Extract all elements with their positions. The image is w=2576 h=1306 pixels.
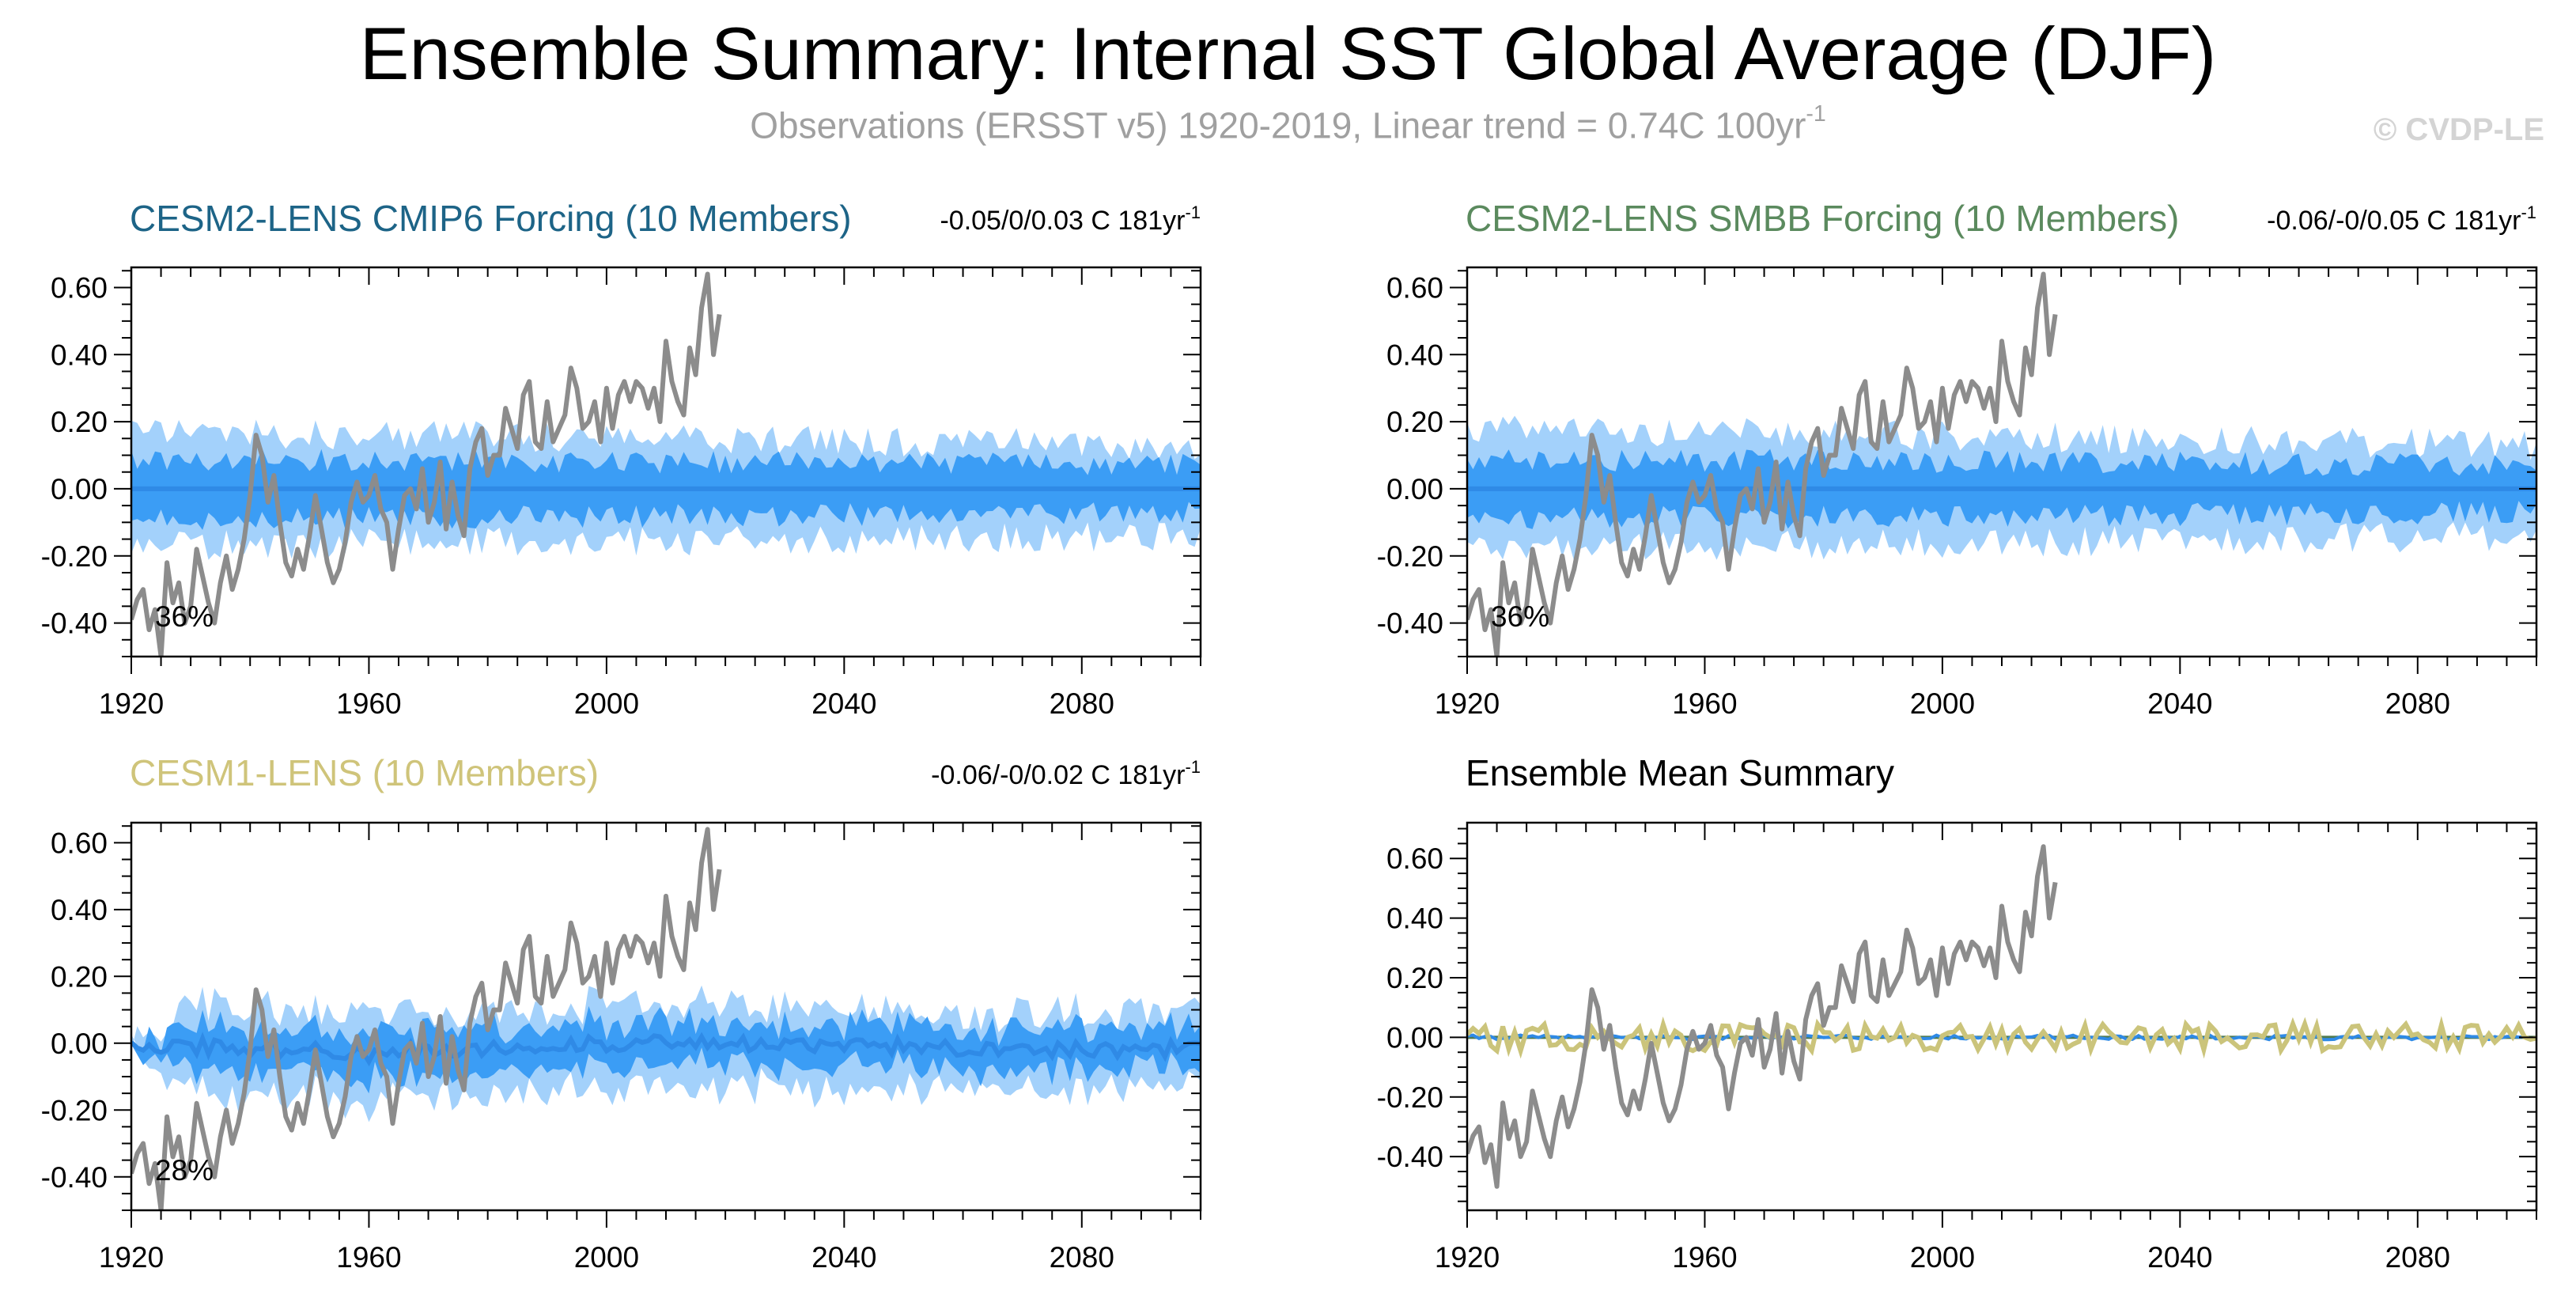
trend-text: -0.06/-0/0.02 C 181yr bbox=[931, 760, 1185, 790]
watermark: © CVDP-LE bbox=[2373, 112, 2544, 147]
x-tick-label: 1960 bbox=[1672, 687, 1737, 720]
panel-trend: -0.06/-0/0.05 C 181yr-1 bbox=[2267, 203, 2536, 236]
trend-exponent: -1 bbox=[1185, 203, 1201, 222]
y-tick-label: -0.20 bbox=[41, 1094, 108, 1126]
y-tick-label: 0.20 bbox=[1386, 962, 1443, 994]
y-tick-label: -0.40 bbox=[1377, 1141, 1443, 1173]
ensemble-mean-line bbox=[131, 1032, 1201, 1067]
figure-subtitle: Observations (ERSST v5) 1920-2019, Linea… bbox=[0, 101, 2576, 146]
x-tick-label: 2040 bbox=[2147, 1241, 2212, 1274]
panel-title: CESM1-LENS (10 Members) bbox=[130, 752, 599, 793]
subtitle-exponent: -1 bbox=[1806, 101, 1826, 127]
cesm1-mean-line bbox=[1467, 1016, 2536, 1059]
panel-trend: -0.05/0/0.03 C 181yr-1 bbox=[940, 203, 1201, 236]
y-tick-label: -0.20 bbox=[1377, 1081, 1443, 1114]
y-tick-label: 0.40 bbox=[51, 894, 108, 926]
x-tick-label: 2080 bbox=[1050, 687, 1114, 720]
percent-label: 36% bbox=[155, 600, 214, 633]
y-tick-label: -0.20 bbox=[1377, 540, 1443, 573]
y-tick-label: 0.60 bbox=[1386, 842, 1443, 875]
x-tick-label: 1920 bbox=[99, 687, 164, 720]
cmip6-mean-line bbox=[1467, 1033, 2536, 1042]
y-tick-label: -0.40 bbox=[1377, 608, 1443, 640]
trend-text: -0.05/0/0.03 C 181yr bbox=[940, 206, 1185, 236]
trend-text: -0.06/-0/0.05 C 181yr bbox=[2267, 206, 2521, 236]
panel-title: Ensemble Mean Summary bbox=[1466, 752, 1894, 793]
y-tick-label: 0.20 bbox=[51, 406, 108, 438]
y-tick-label: 0.60 bbox=[51, 827, 108, 859]
x-tick-label: 2000 bbox=[1910, 687, 1975, 720]
y-tick-label: 0.60 bbox=[51, 271, 108, 304]
percent-label: 28% bbox=[155, 1154, 214, 1187]
x-tick-label: 1960 bbox=[1672, 1241, 1737, 1274]
trend-exponent: -1 bbox=[2521, 203, 2536, 222]
y-tick-label: 0.40 bbox=[1386, 903, 1443, 935]
x-tick-label: 1960 bbox=[336, 687, 401, 720]
chart-panel-ensemble-mean-summary: 1920 1960 2000 2040 2080 0.60 0.40 0.20 0.00 -0.2… bbox=[1377, 752, 2538, 1274]
x-tick-label: 2000 bbox=[574, 687, 639, 720]
y-tick-label: -0.20 bbox=[41, 540, 108, 573]
y-tick-label: -0.40 bbox=[41, 608, 108, 640]
subtitle-text: Observations (ERSST v5) 1920-2019, Linea… bbox=[750, 104, 1806, 146]
y-tick-label: 0.00 bbox=[51, 1028, 108, 1060]
x-tick-label: 2040 bbox=[811, 687, 876, 720]
x-tick-label: 2080 bbox=[2385, 1241, 2450, 1274]
chart-panel-cesm2-smbb: 1920 1960 2000 2040 2080 0.60 0.40 0.20 0.00 -0.2… bbox=[1377, 198, 2538, 720]
panel-title: CESM2-LENS SMBB Forcing (10 Members) bbox=[1466, 198, 2179, 239]
observations-line bbox=[1467, 271, 2058, 657]
y-tick-label: 0.40 bbox=[51, 339, 108, 371]
x-tick-label: 2040 bbox=[2147, 687, 2212, 720]
figure-title: Ensemble Summary: Internal SST Global Av… bbox=[359, 12, 2217, 95]
chart-panel-cesm1: 1920 1960 2000 2040 2080 0.60 0.40 0.20 0.00 -0.2… bbox=[41, 752, 1202, 1274]
y-tick-label: 0.20 bbox=[1386, 406, 1443, 438]
x-tick-label: 1920 bbox=[1435, 687, 1500, 720]
observations-line bbox=[131, 271, 722, 657]
x-tick-label: 2000 bbox=[574, 1241, 639, 1274]
plot-frame bbox=[1466, 821, 2538, 1212]
plot-area bbox=[131, 271, 1201, 657]
x-tick-label: 2040 bbox=[811, 1241, 876, 1274]
y-tick-label: 0.40 bbox=[1386, 339, 1443, 371]
y-tick-label: 0.00 bbox=[1386, 1021, 1443, 1054]
observations-line bbox=[131, 827, 722, 1210]
trend-exponent: -1 bbox=[1185, 757, 1201, 777]
x-tick-label: 1960 bbox=[336, 1241, 401, 1274]
x-tick-label: 1920 bbox=[1435, 1241, 1500, 1274]
y-tick-label: -0.40 bbox=[41, 1161, 108, 1194]
plot-area bbox=[131, 827, 1201, 1210]
plot-area bbox=[1467, 271, 2536, 657]
x-tick-label: 2080 bbox=[2385, 687, 2450, 720]
panel-title: CESM2-LENS CMIP6 Forcing (10 Members) bbox=[130, 198, 852, 239]
y-tick-label: 0.60 bbox=[1386, 271, 1443, 304]
chart-panel-cesm2-cmip6: 1920 1960 2000 2040 2080 0.60 0.40 0.20 0.00 -0.2… bbox=[41, 198, 1202, 720]
observations-line bbox=[1467, 844, 2058, 1189]
x-tick-label: 2080 bbox=[1050, 1241, 1114, 1274]
plot-area bbox=[1467, 844, 2536, 1189]
x-tick-label: 2000 bbox=[1910, 1241, 1975, 1274]
x-tick-label: 1920 bbox=[99, 1241, 164, 1274]
y-tick-label: 0.20 bbox=[51, 960, 108, 993]
y-tick-label: 0.00 bbox=[51, 473, 108, 505]
y-tick-label: 0.00 bbox=[1386, 473, 1443, 505]
panel-trend: -0.06/-0/0.02 C 181yr-1 bbox=[931, 757, 1201, 790]
percent-label: 36% bbox=[1491, 600, 1549, 633]
